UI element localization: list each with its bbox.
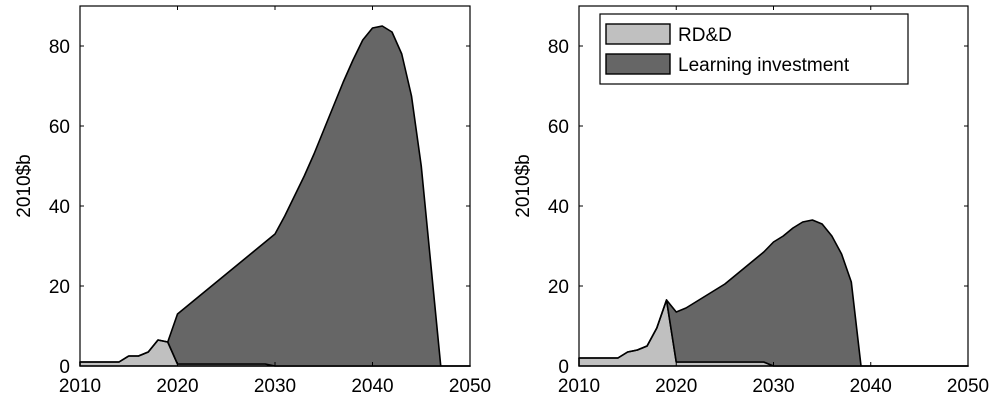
x-tick-label: 2020 (156, 376, 198, 397)
y-tick-label: 40 (548, 197, 569, 218)
legend-label: RD&D (678, 25, 732, 46)
chart-panel-2: 2010 2020 2030 2040 20500204060802010$bRD&DL… (513, 5, 989, 397)
legend-label: Learning investment (678, 55, 850, 76)
x-tick-label: 2030 (254, 376, 296, 397)
x-tick-label: 2040 (850, 376, 892, 397)
legend-swatch (605, 53, 671, 75)
y-tick-label: 20 (548, 277, 569, 298)
y-tick-label: 20 (49, 277, 70, 298)
y-tick-label: 80 (49, 37, 70, 58)
y-tick-label: 60 (49, 117, 70, 138)
y-axis-label: 2010$b (513, 154, 534, 217)
y-tick-label: 80 (548, 37, 569, 58)
legend-swatch (605, 23, 671, 45)
y-tick-label: 0 (558, 357, 569, 378)
legend: RD&D Learning investment (599, 13, 909, 85)
y-tick-label: 60 (548, 117, 569, 138)
y-tick-label: 40 (49, 197, 70, 218)
y-axis-label: 2010$b (14, 154, 35, 217)
x-tick-label: 2020 (655, 376, 697, 397)
x-tick-label: 2040 (351, 376, 393, 397)
x-tick-label: 2050 (449, 376, 491, 397)
x-tick-label: 2010 (59, 376, 101, 397)
y-tick-label: 0 (59, 357, 70, 378)
x-tick-label: 2050 (947, 376, 989, 397)
x-tick-label: 2010 (558, 376, 600, 397)
x-tick-label: 2030 (752, 376, 794, 397)
